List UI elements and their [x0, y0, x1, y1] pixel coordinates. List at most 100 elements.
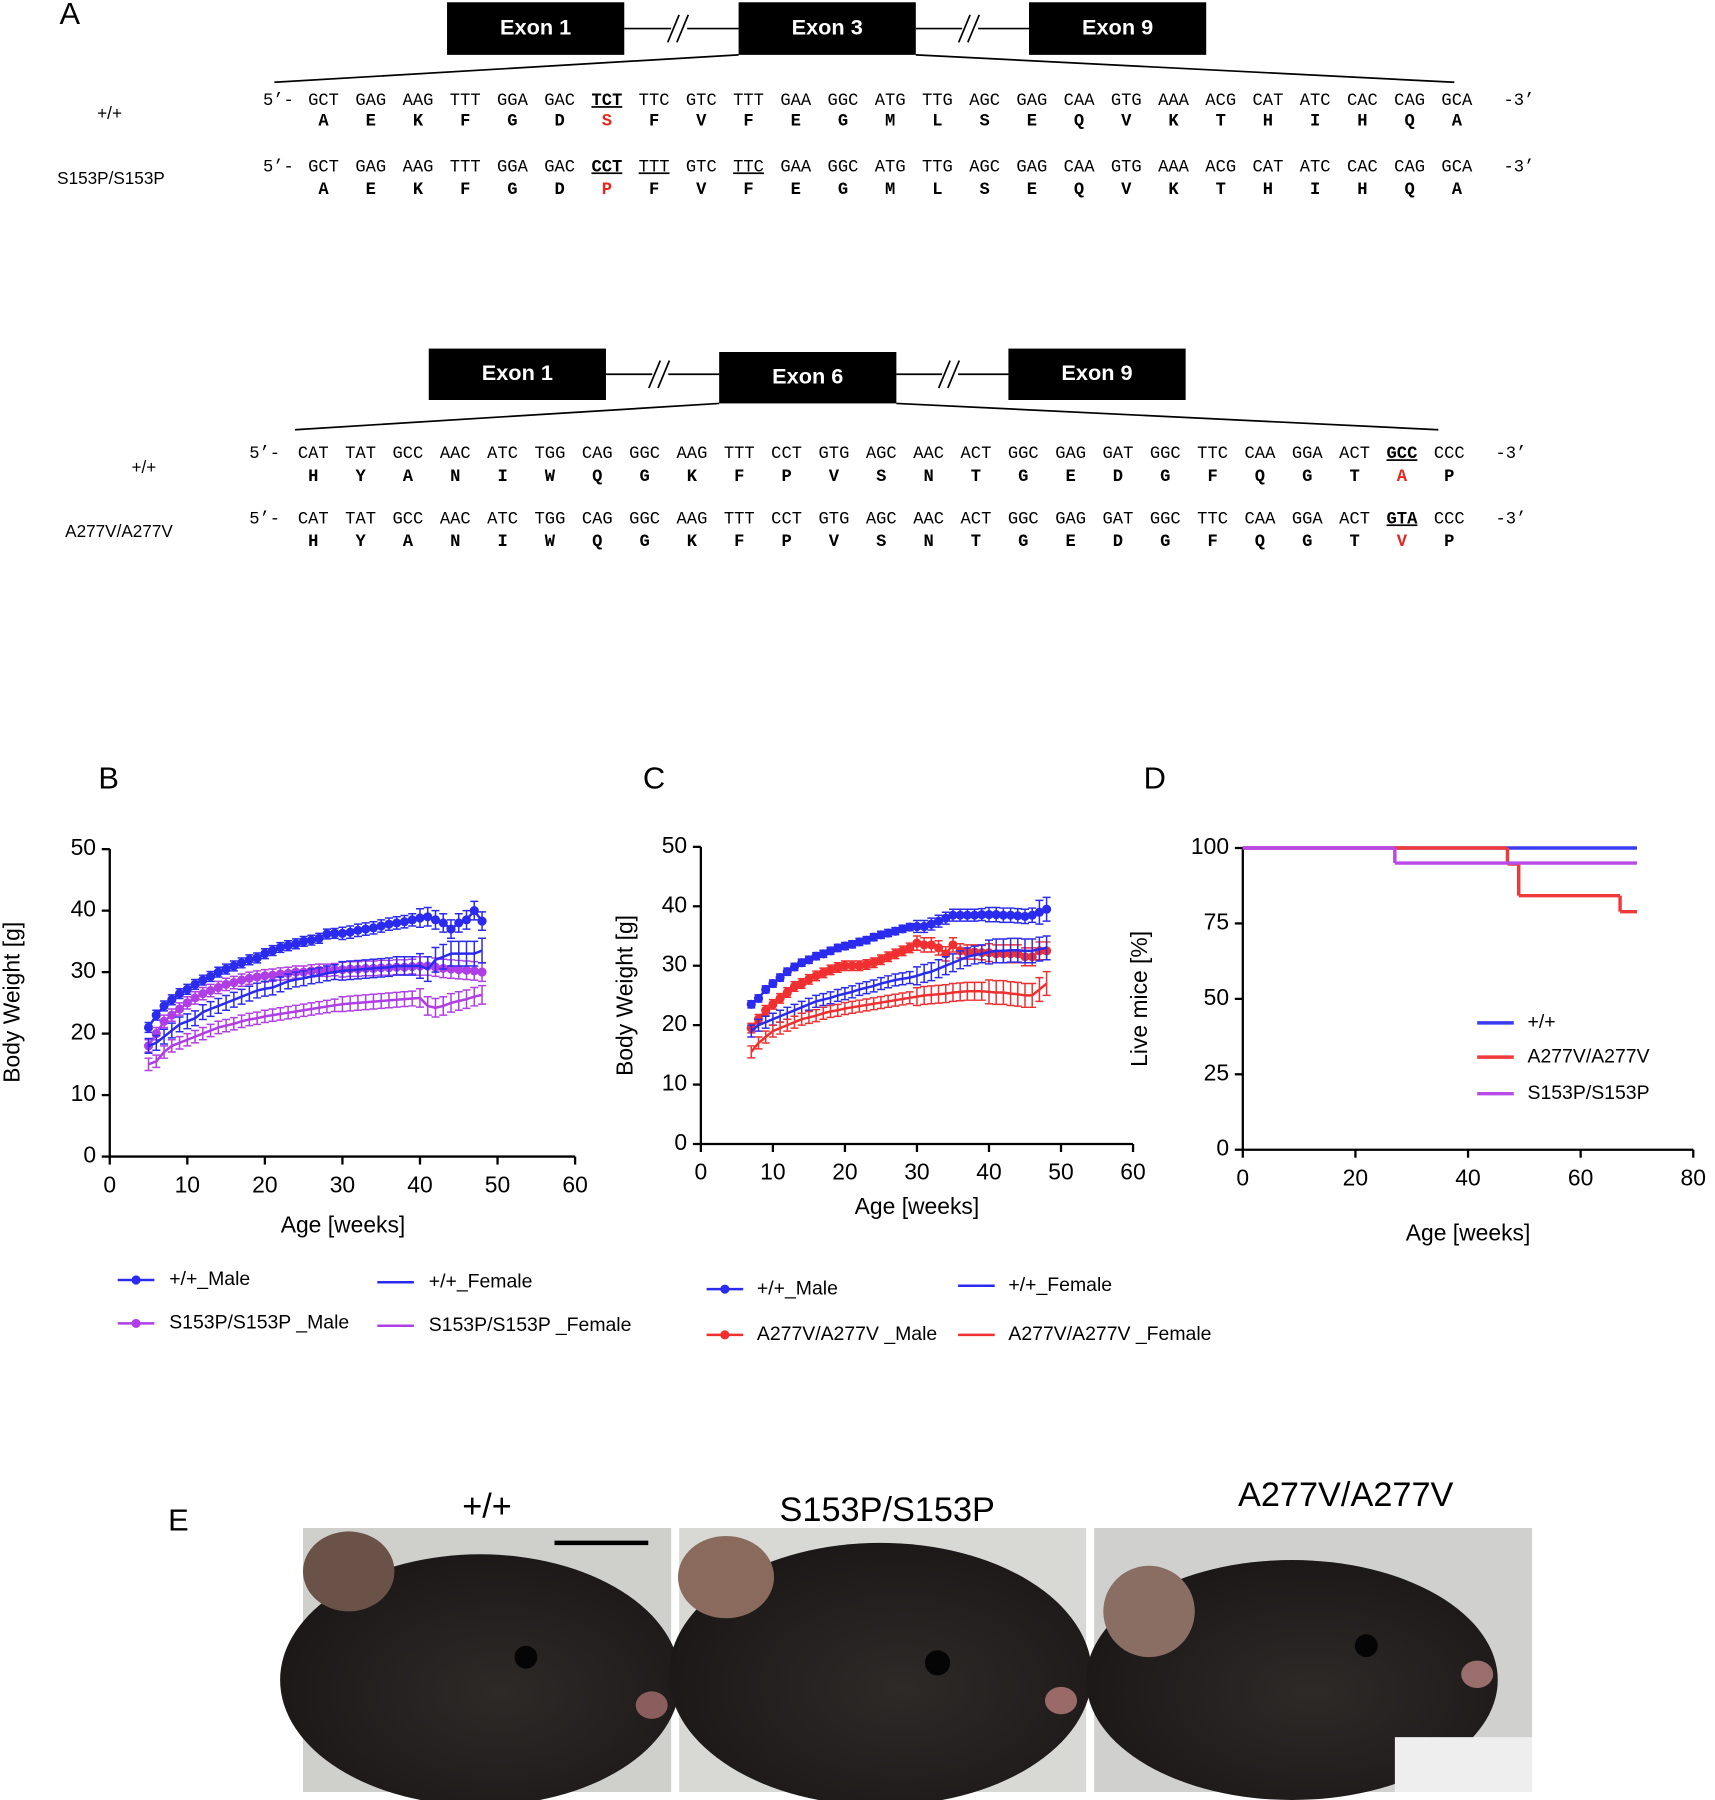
photo-1 — [280, 1528, 681, 1800]
data-point — [368, 923, 379, 933]
error-bar — [307, 968, 316, 985]
codon: GCT — [308, 92, 339, 111]
amino-acid: E — [791, 113, 801, 132]
error-bar — [963, 981, 972, 1001]
genotype-label: +/+ — [97, 103, 122, 123]
error-bar — [175, 1035, 184, 1050]
codon: TGG — [535, 510, 566, 529]
error-bar — [237, 988, 246, 1005]
amino-acid: F — [1207, 533, 1217, 552]
amino-acid: A — [403, 468, 414, 487]
codon: TTC — [639, 92, 670, 111]
error-bar — [276, 1007, 285, 1021]
amino-acid: F — [649, 181, 659, 200]
error-bar — [956, 950, 965, 970]
data-point — [469, 906, 479, 916]
error-bar — [840, 986, 849, 1001]
data-point — [768, 999, 778, 1009]
codon: TGG — [535, 445, 566, 464]
exon-box — [719, 352, 897, 404]
codon: AAA — [1158, 92, 1190, 111]
error-bar — [963, 947, 972, 967]
data-point — [190, 993, 200, 1003]
x-tick-label: 60 — [562, 1171, 587, 1197]
error-bar — [970, 981, 979, 1001]
codon: ATC — [487, 445, 518, 464]
data-point — [268, 946, 278, 956]
data-point — [229, 977, 239, 988]
data-point — [260, 971, 270, 981]
error-bar — [299, 970, 308, 987]
amino-acid: H — [1263, 181, 1273, 200]
codon: GAG — [1016, 92, 1047, 111]
y-tick-label: 0 — [1216, 1135, 1229, 1161]
genotype-label: A277V/A277V — [65, 521, 173, 541]
data-point — [454, 918, 464, 928]
x-tick-label: 60 — [1568, 1164, 1593, 1190]
error-bar — [144, 1037, 153, 1055]
amino-acid: E — [1065, 533, 1075, 552]
error-bar — [761, 1030, 770, 1044]
codon: GAA — [780, 92, 812, 111]
amino-acid: K — [413, 181, 424, 200]
error-bar — [454, 991, 463, 1011]
amino-acid: Q — [1404, 113, 1414, 132]
error-bar — [291, 971, 300, 988]
codon: ACG — [1205, 92, 1236, 111]
codon: CAG — [582, 510, 613, 529]
error-bar — [268, 979, 277, 996]
error-bar — [941, 983, 950, 1004]
data-point — [477, 916, 487, 926]
data-point — [237, 958, 247, 968]
codon: TTT — [724, 510, 755, 529]
data-point — [789, 962, 800, 972]
amino-acid: I — [1310, 181, 1320, 200]
amino-acid: V — [1121, 113, 1132, 132]
error-bar — [415, 987, 424, 1008]
legend-marker — [720, 1284, 730, 1294]
error-bar — [984, 939, 993, 965]
amino-acid: A — [1397, 468, 1408, 487]
error-bar — [384, 957, 393, 978]
codon: TTC — [733, 158, 764, 177]
data-point — [840, 941, 850, 951]
series-line — [750, 946, 1047, 1033]
error-bar — [392, 956, 401, 976]
data-point — [876, 955, 886, 965]
codon: GTG — [1111, 158, 1142, 177]
error-bar — [447, 940, 456, 967]
amino-acid: T — [1216, 181, 1226, 200]
error-bar — [276, 976, 285, 993]
y-tick-label: 0 — [83, 1142, 96, 1168]
amino-acid: T — [1216, 113, 1226, 132]
error-bar — [253, 982, 262, 999]
error-bar — [869, 979, 878, 993]
amino-acid: F — [734, 533, 744, 552]
error-bar — [948, 982, 957, 1003]
data-point — [461, 915, 472, 925]
error-bar — [812, 994, 821, 1009]
break-mark — [937, 360, 961, 389]
codon: GAG — [355, 158, 386, 177]
data-point — [213, 982, 223, 993]
x-tick-label: 0 — [1236, 1164, 1249, 1190]
data-point — [198, 989, 208, 999]
data-point — [477, 967, 487, 977]
amino-acid: L — [932, 113, 942, 132]
data-point — [984, 910, 994, 920]
data-point — [768, 978, 778, 989]
codon: GGC — [828, 158, 859, 177]
prime-label: -3’ — [1495, 445, 1526, 464]
x-tick-label: 20 — [1343, 1164, 1368, 1190]
error-bar — [222, 1018, 231, 1033]
x-tick-label: 10 — [760, 1159, 785, 1185]
error-bar — [478, 984, 487, 1005]
error-bar — [948, 953, 957, 973]
error-bar — [855, 999, 864, 1013]
codon: GGC — [629, 510, 660, 529]
error-bar — [1006, 937, 1015, 963]
codon: CAA — [1245, 510, 1277, 529]
data-point — [252, 953, 262, 963]
error-bar — [970, 945, 979, 965]
data-point — [753, 993, 764, 1003]
